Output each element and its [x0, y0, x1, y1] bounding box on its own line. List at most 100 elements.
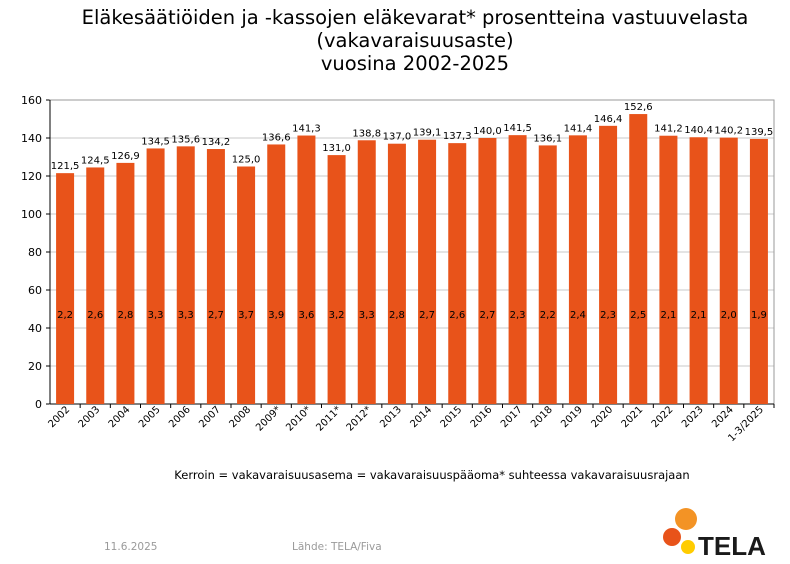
y-tick-label: 120	[21, 170, 42, 183]
bar	[568, 135, 587, 404]
chart-title-line-3: vuosina 2002-2025	[320, 52, 510, 75]
value-label: 135,6	[171, 134, 200, 145]
value-label: 146,4	[594, 114, 623, 125]
inner-label: 3,2	[329, 310, 345, 321]
x-tick-label: 2021	[620, 404, 646, 430]
bar	[86, 167, 105, 404]
x-tick-label: 2017	[499, 404, 525, 430]
inner-label: 3,7	[238, 310, 254, 321]
value-label: 134,2	[202, 137, 231, 148]
x-tick-label: 2013	[378, 404, 404, 430]
bar	[297, 135, 316, 404]
inner-label: 3,3	[148, 310, 164, 321]
logo-circle-red	[663, 528, 681, 546]
x-tick-label: 2007	[197, 404, 223, 430]
inner-label: 2,2	[540, 310, 556, 321]
x-tick-label: 2009*	[254, 404, 283, 433]
logo-circle-yellow	[681, 540, 695, 554]
value-label: 140,4	[684, 125, 713, 136]
bar	[387, 143, 406, 404]
bar	[116, 162, 135, 404]
y-tick-label: 60	[28, 284, 42, 297]
x-tick-label: 2018	[529, 404, 555, 430]
value-label: 141,5	[503, 123, 532, 134]
value-label: 136,6	[262, 132, 291, 143]
bar	[448, 143, 467, 404]
value-label: 131,0	[322, 143, 351, 154]
bar	[146, 148, 165, 404]
inner-label: 2,8	[117, 310, 133, 321]
x-tick-label: 2015	[439, 404, 465, 430]
bar	[418, 139, 437, 404]
date-label: 11.6.2025	[104, 541, 158, 553]
value-label: 126,9	[111, 151, 140, 162]
inner-label: 3,3	[359, 310, 375, 321]
inner-label: 2,7	[208, 310, 224, 321]
inner-label: 2,1	[660, 310, 676, 321]
inner-label: 2,4	[570, 310, 586, 321]
bar	[749, 138, 768, 404]
x-tick-label: 2003	[77, 404, 103, 430]
y-tick-label: 140	[21, 132, 42, 145]
bar	[538, 145, 557, 404]
inner-label: 2,8	[389, 310, 405, 321]
value-label: 141,2	[654, 124, 683, 135]
inner-label: 2,5	[630, 310, 646, 321]
value-label: 124,5	[81, 155, 110, 166]
value-label: 152,6	[624, 102, 653, 113]
value-label: 138,8	[352, 128, 381, 139]
value-label: 141,4	[564, 123, 593, 134]
x-tick-label: 2010*	[284, 404, 313, 433]
logo-circle-orange	[675, 508, 697, 530]
logo-text: TELA	[698, 531, 766, 560]
bar	[599, 125, 618, 404]
inner-label: 3,3	[178, 310, 194, 321]
bar	[56, 173, 75, 404]
x-tick-label: 2002	[46, 404, 72, 430]
inner-label: 2,7	[419, 310, 435, 321]
value-label: 141,3	[292, 124, 321, 135]
bar	[237, 166, 256, 404]
value-label: 140,2	[714, 126, 743, 137]
x-tick-label: 2008	[227, 404, 253, 430]
value-label: 137,0	[383, 132, 412, 143]
inner-label: 1,9	[751, 310, 767, 321]
footnote: Kerroin = vakavaraisuusasema = vakavarai…	[174, 468, 690, 482]
inner-label: 3,6	[298, 310, 314, 321]
y-tick-label: 160	[21, 94, 42, 107]
x-tick-label: 2016	[469, 404, 495, 430]
x-tick-label: 2020	[589, 404, 615, 430]
bar	[206, 149, 225, 404]
value-label: 121,5	[51, 161, 80, 172]
source-label: Lähde: TELA/Fiva	[292, 541, 382, 553]
inner-label: 2,6	[449, 310, 465, 321]
bar	[267, 144, 286, 404]
x-tick-label: 2012*	[345, 404, 374, 433]
x-tick-label: 2014	[408, 404, 434, 430]
bar	[176, 146, 195, 405]
inner-label: 2,1	[691, 310, 707, 321]
inner-label: 2,3	[600, 310, 616, 321]
chart-title-line-1: Eläkesäätiöiden ja -kassojen eläkevarat*…	[81, 6, 749, 29]
inner-label: 3,9	[268, 310, 284, 321]
value-label: 136,1	[533, 133, 562, 144]
inner-label: 2,6	[87, 310, 103, 321]
value-label: 139,5	[745, 127, 774, 138]
x-tick-label: 2019	[559, 404, 585, 430]
inner-label: 2,3	[510, 310, 526, 321]
y-tick-label: 80	[28, 246, 42, 259]
value-label: 125,0	[232, 155, 261, 166]
bar	[508, 135, 527, 404]
chart-title: Eläkesäätiöiden ja -kassojen eläkevarat*…	[0, 6, 790, 75]
bar	[659, 135, 678, 404]
value-label: 140,0	[473, 126, 502, 137]
bar	[629, 114, 648, 404]
y-tick-label: 20	[28, 360, 42, 373]
x-tick-label: 2023	[680, 404, 706, 430]
x-tick-label: 2024	[710, 404, 736, 430]
value-label: 134,5	[141, 136, 170, 147]
bar	[719, 137, 738, 404]
x-tick-label: 2004	[107, 404, 133, 430]
inner-label: 2,2	[57, 310, 73, 321]
y-tick-label: 100	[21, 208, 42, 221]
